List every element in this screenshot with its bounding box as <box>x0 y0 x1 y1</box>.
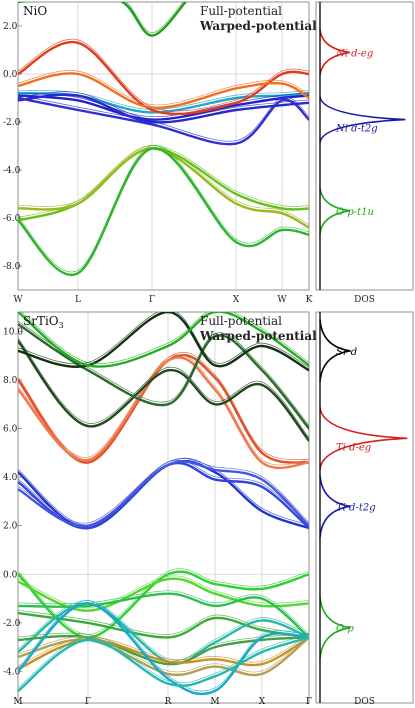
y-tick-label: 8.0 <box>3 376 18 386</box>
y-tick-label: -8.0 <box>3 262 21 272</box>
band-line <box>18 72 309 109</box>
dos-annotation: O p-t1u <box>336 207 374 218</box>
band-line <box>18 92 309 114</box>
band-line <box>18 312 309 368</box>
kpath-label: W <box>13 295 23 305</box>
kpath-label: W <box>277 295 287 305</box>
band-line-warped <box>18 634 309 667</box>
dos-curves <box>319 2 406 290</box>
band-line <box>18 147 309 229</box>
band-line <box>18 2 187 37</box>
kpath-label: Γ <box>306 697 312 707</box>
band-line <box>18 356 309 470</box>
band-line-warped <box>18 459 309 526</box>
band-lines <box>18 2 309 277</box>
kpath-label: X <box>259 697 266 707</box>
kpath-label: Γ <box>85 697 91 707</box>
band-line-warped <box>18 634 309 689</box>
band-line <box>18 147 309 222</box>
dos-annotation: Ti d-eg <box>336 442 371 453</box>
band-line-warped <box>20 312 309 364</box>
y-tick-label: 6.0 <box>3 425 18 435</box>
band-line-warped <box>18 94 309 142</box>
y-tick-label: -2.0 <box>3 619 21 629</box>
band-line-warped <box>18 590 309 635</box>
kpath-label: M <box>210 697 219 707</box>
dos-label: DOS <box>354 697 375 707</box>
kpath-label: L <box>75 295 81 305</box>
y-tick-label: -6.0 <box>3 214 21 224</box>
band-line-warped <box>18 568 309 635</box>
dos-curve <box>319 96 406 143</box>
panel-nio: 2.0 0.0 -2.0 -4.0 -6.0 -8.0 W L Γ X W K DOS NiO Full-p… <box>3 1 414 305</box>
band-line <box>18 40 309 116</box>
band-line-warped <box>18 91 309 120</box>
y-tick-label: 0.0 <box>3 570 18 580</box>
dos-annotation: O p <box>336 624 354 635</box>
band-line <box>18 312 309 372</box>
band-line-warped <box>18 38 309 112</box>
y-tick-label: 4.0 <box>3 473 18 483</box>
band-line-warped <box>18 145 309 226</box>
band-line-warped <box>18 458 309 524</box>
y-tick-label: -2.0 <box>3 118 21 128</box>
band-line <box>18 577 309 612</box>
y-tick-label: 2.0 <box>3 22 18 32</box>
dos-annotation: Ti d-t2g <box>336 502 376 513</box>
band-line-warped <box>18 609 309 635</box>
band-line <box>18 96 309 146</box>
band-line <box>18 570 309 639</box>
y-tick-label: -4.0 <box>3 166 21 176</box>
band-line-warped <box>125 2 184 34</box>
dos-annotation: Ni d-t2g <box>335 124 378 135</box>
dos-annotation: Ni d-eg <box>335 48 373 59</box>
band-line <box>18 460 309 528</box>
material-label: NiO <box>23 4 47 18</box>
band-line <box>18 322 309 430</box>
kpath-label: X <box>233 295 240 305</box>
y-tick-label: 0.0 <box>3 70 18 80</box>
band-line-warped <box>18 145 309 273</box>
band-line-warped <box>18 337 309 439</box>
dos-curve <box>319 406 408 470</box>
y-tick-label: 2.0 <box>3 522 18 532</box>
dos-frame <box>315 311 414 704</box>
legend-warped-potential: Warped-potential <box>199 329 317 343</box>
band-line <box>18 93 309 124</box>
dos-curve <box>319 187 350 234</box>
band-lines <box>18 312 309 696</box>
dos-curve <box>319 474 351 538</box>
dos-curves <box>319 312 408 703</box>
kpath-label: R <box>165 697 172 707</box>
band-frame <box>17 1 310 291</box>
band-line <box>18 636 309 677</box>
dos-curve <box>319 596 351 660</box>
kpath-label: Γ <box>149 295 155 305</box>
dos-curve <box>319 319 351 383</box>
band-line <box>18 94 309 121</box>
y-tick-label: 10.0 <box>3 327 23 337</box>
legend-full-potential: Full-potential <box>200 314 282 328</box>
dos-frame <box>315 1 414 291</box>
dos-curve <box>319 29 350 76</box>
legend-warped-potential: Warped-potential <box>199 19 317 33</box>
dos-annotation: Sr d <box>336 347 357 358</box>
band-line <box>18 636 309 693</box>
band-line-warped <box>18 145 309 218</box>
band-line-warped <box>18 634 309 673</box>
material-label: SrTiO3 <box>23 314 64 330</box>
y-tick-label: -4.0 <box>3 667 21 677</box>
legend-full-potential: Full-potential <box>200 4 282 18</box>
band-line <box>18 611 309 639</box>
band-line <box>18 339 309 442</box>
kpath-label: K <box>306 295 313 305</box>
panel-srtio3: 10.0 8.0 6.0 4.0 2.0 0.0 -2.0 -4.0 M Γ R M X Γ DOS SrTi… <box>3 311 414 707</box>
band-line-warped <box>18 354 309 466</box>
band-line <box>18 147 309 277</box>
dos-label: DOS <box>354 295 375 305</box>
kpath-label: M <box>13 697 22 707</box>
band-line-warped <box>18 70 309 106</box>
